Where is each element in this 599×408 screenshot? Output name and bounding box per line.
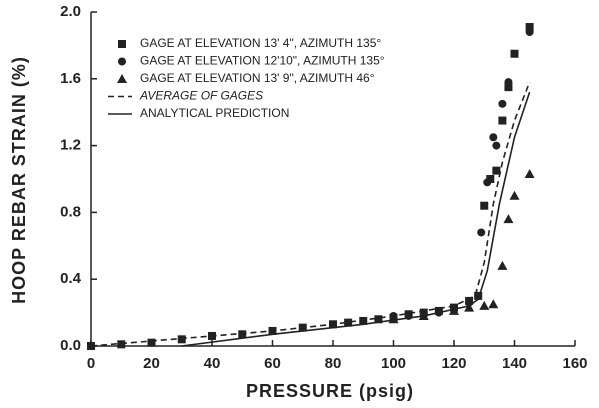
- x-tick-label: 100: [381, 355, 406, 372]
- x-tick-label: 20: [143, 355, 160, 372]
- legend-label: GAGE AT ELEVATION 12'10", AZIMUTH 135°: [140, 54, 385, 68]
- y-tick-label: 1.6: [60, 70, 81, 87]
- marker-circle: [498, 99, 507, 108]
- marker-triangle: [488, 299, 499, 309]
- marker-square: [374, 315, 383, 324]
- legend-label: AVERAGE OF GAGES: [139, 89, 263, 103]
- marker-square: [118, 40, 126, 48]
- marker-triangle: [479, 300, 490, 310]
- x-tick-label: 140: [502, 355, 527, 372]
- y-tick-label: 1.2: [60, 137, 81, 154]
- x-tick-label: 120: [441, 355, 466, 372]
- x-tick-label: 40: [204, 355, 221, 372]
- x-tick-label: 60: [264, 355, 281, 372]
- line-series: [181, 91, 531, 347]
- marker-square: [492, 166, 501, 175]
- marker-circle: [477, 228, 486, 237]
- marker-square: [117, 340, 126, 349]
- marker-triangle: [117, 74, 127, 83]
- marker-square: [525, 23, 534, 32]
- marker-circle: [483, 178, 492, 187]
- x-tick-label: 80: [325, 355, 342, 372]
- marker-circle: [489, 133, 498, 142]
- marker-square: [480, 201, 489, 210]
- marker-circle: [492, 141, 501, 150]
- marker-triangle: [464, 302, 475, 312]
- marker-circle: [118, 57, 126, 66]
- legend-label: GAGE AT ELEVATION 13' 4", AZIMUTH 135°: [140, 36, 381, 50]
- x-axis-title: PRESSURE (psig): [246, 381, 414, 401]
- y-axis-title: HOOP REBAR STRAIN (%): [9, 56, 29, 304]
- x-tick-label: 160: [562, 355, 587, 372]
- marker-square: [504, 83, 513, 92]
- y-tick-label: 2.0: [60, 3, 81, 20]
- marker-circle: [504, 78, 513, 87]
- x-tick-label: 0: [87, 355, 95, 372]
- marker-triangle: [524, 168, 535, 178]
- marker-square: [486, 175, 495, 183]
- marker-square: [177, 335, 186, 344]
- marker-circle: [525, 28, 534, 37]
- y-tick-label: 0.0: [60, 337, 81, 354]
- y-tick-label: 0.8: [60, 203, 81, 220]
- marker-square: [498, 116, 507, 125]
- legend-label: GAGE AT ELEVATION 13' 9", AZIMUTH 46°: [140, 71, 375, 85]
- marker-triangle: [509, 190, 520, 200]
- marker-square: [238, 330, 247, 339]
- marker-square: [147, 338, 156, 347]
- marker-square: [344, 318, 353, 327]
- legend-label: ANALYTICAL PREDICTION: [140, 106, 289, 120]
- marker-triangle: [449, 305, 459, 315]
- marker-triangle: [503, 214, 514, 224]
- marker-triangle: [497, 260, 508, 270]
- marker-square: [359, 316, 368, 325]
- marker-square: [510, 49, 519, 58]
- y-tick-label: 0.4: [60, 270, 82, 287]
- line-series: [90, 81, 531, 347]
